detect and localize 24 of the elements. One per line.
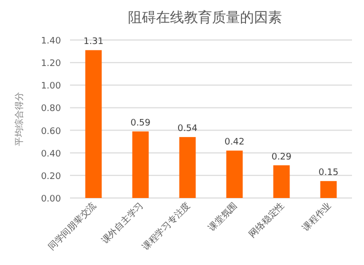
data-label: 0.59 [130, 118, 151, 128]
data-label: 0.15 [318, 168, 339, 178]
data-label: 0.29 [271, 152, 292, 162]
y-tick-label: 0.20 [40, 172, 62, 182]
bar [320, 181, 337, 198]
y-tick-label: 0.60 [40, 126, 62, 137]
x-tick-label: 网络稳定性 [247, 200, 287, 240]
bar [85, 50, 102, 198]
data-label: 1.31 [83, 37, 104, 48]
data-label: 0.54 [177, 124, 198, 134]
y-axis-title: 平均综合得分 [14, 92, 25, 146]
chart-title: 阻碍在线教育质量的因素 [128, 9, 282, 26]
x-tick-label: 课程作业 [300, 200, 334, 234]
y-tick-label: 0.80 [40, 104, 62, 114]
y-tick-label: 0.40 [40, 149, 62, 160]
y-tick-label: 1.40 [40, 36, 62, 46]
data-label: 0.42 [224, 138, 245, 148]
y-tick-label: 1.00 [40, 82, 62, 92]
bar [179, 137, 196, 198]
bar [132, 131, 149, 198]
y-tick-label: 1.20 [40, 59, 62, 70]
bar [226, 150, 243, 198]
x-tick-label: 课堂氛围 [206, 200, 240, 234]
bar [273, 165, 290, 198]
